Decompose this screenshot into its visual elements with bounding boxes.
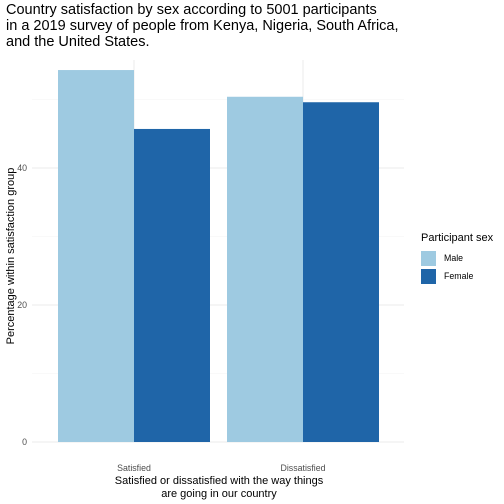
chart-title-line: in a 2019 survey of people from Kenya, N… — [6, 18, 399, 34]
y-axis-title: Percentage within satisfaction group — [5, 168, 17, 345]
chart-title-line: and the United States. — [6, 34, 150, 50]
x-axis-ticks: Satisfied Dissatisfied — [117, 463, 325, 473]
bar-female-dissatisfied — [303, 102, 379, 443]
legend-item-female: Female — [421, 267, 493, 285]
x-axis-title-line: Satisfied or dissatisfied with the way t… — [115, 475, 324, 487]
legend-label-male: Male — [444, 253, 464, 263]
y-axis-ticks: 0 20 40 — [17, 163, 27, 447]
y-tick-label: 40 — [17, 163, 27, 173]
legend-label-female: Female — [444, 271, 474, 281]
bars — [58, 70, 379, 443]
chart-title-line: Country satisfaction by sex according to… — [6, 2, 377, 18]
legend-key-female — [421, 268, 436, 284]
legend-key-male — [421, 250, 436, 266]
x-axis-title-line: are going in our country — [161, 488, 277, 500]
legend: Participant sex Male Female — [421, 232, 493, 285]
x-tick-label: Satisfied — [117, 463, 151, 473]
legend-title: Participant sex — [421, 232, 494, 244]
bar-female-satisfied — [134, 128, 210, 442]
chart-title: Country satisfaction by sex according to… — [6, 2, 406, 50]
y-tick-label: 0 — [22, 437, 27, 447]
y-tick-label: 20 — [17, 300, 27, 310]
x-tick-label: Dissatisfied — [281, 463, 326, 473]
bar-male-dissatisfied — [227, 96, 303, 442]
legend-item-male: Male — [421, 249, 493, 267]
bar-male-satisfied — [58, 70, 134, 443]
